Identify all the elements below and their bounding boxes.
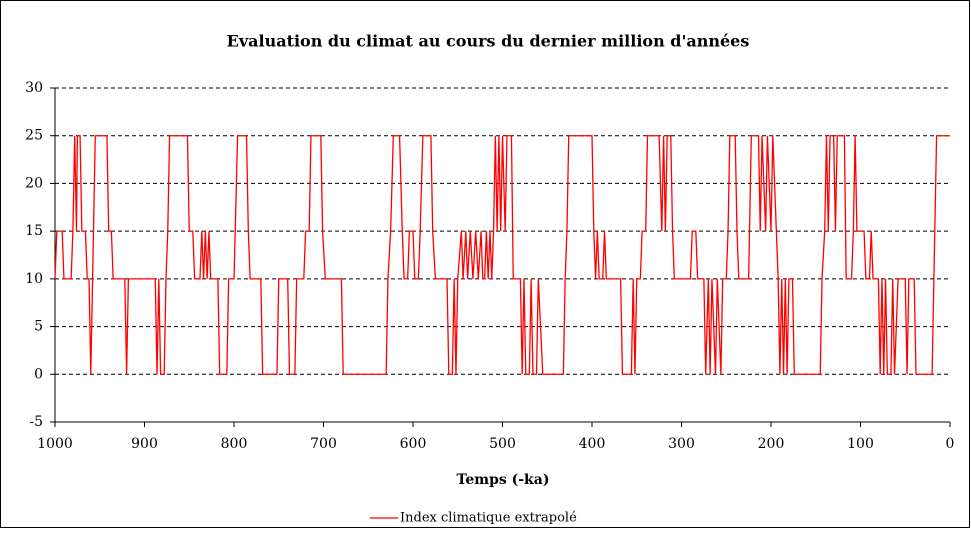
y-tick-label: 0: [34, 366, 43, 382]
y-tick-label: 25: [25, 128, 43, 144]
x-tick-label: 1000: [37, 436, 73, 452]
x-tick-label: 800: [221, 436, 248, 452]
data-line: [54, 135, 950, 375]
x-tick-label: 600: [400, 436, 427, 452]
x-tick-label: 400: [579, 436, 606, 452]
x-axis-label: Temps (-ka): [457, 472, 550, 488]
x-tick-label: 500: [489, 436, 516, 452]
x-tick-label: 700: [310, 436, 337, 452]
x-tick-label: 100: [847, 436, 874, 452]
y-tick-label: 30: [25, 80, 43, 96]
x-tick-label: 200: [758, 436, 785, 452]
x-tick-label: 0: [946, 436, 955, 452]
y-tick-label: 10: [25, 271, 43, 287]
legend-label: Index climatique extrapolé: [400, 511, 577, 526]
y-tick-label: 15: [25, 223, 43, 239]
y-tick-label: -5: [29, 414, 43, 430]
y-tick-label: 5: [34, 319, 43, 335]
x-tick-label: 300: [668, 436, 695, 452]
y-tick-label: 20: [25, 175, 43, 191]
x-tick-label: 900: [131, 436, 158, 452]
chart-title: Evaluation du climat au cours du dernier…: [227, 32, 750, 51]
